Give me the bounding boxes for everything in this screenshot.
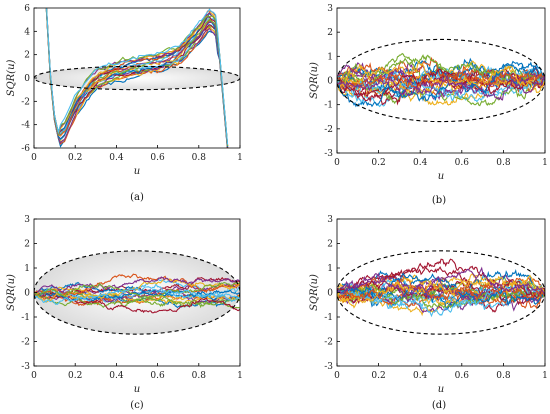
- x-axis-label: u: [438, 171, 444, 182]
- y-tick-label: -2: [324, 338, 333, 348]
- y-tick-label: -2: [21, 97, 30, 107]
- y-tick-label: -3: [324, 149, 333, 159]
- series-line-21: [337, 68, 545, 103]
- series-line-20: [34, 283, 240, 306]
- y-tick-label: -6: [21, 144, 30, 154]
- y-tick-label: 0: [327, 289, 333, 299]
- y-tick-label: 1: [24, 264, 30, 274]
- series-line-14: [337, 280, 545, 306]
- chart-panel-1: 0 0.2 0.4 0.6 0.8 1 -6 -4 -2 0 2 4 6 u SQR(u) (a): [6, 4, 243, 203]
- x-tick-label: 0.6: [150, 371, 165, 381]
- x-axis-label: u: [134, 166, 140, 177]
- y-tick-label: 3: [327, 215, 333, 225]
- chart-panel-3: 0 0.2 0.4 0.6 0.8 1 -3 -2 -1 0 1 2 3 u SQR(u) (c): [6, 215, 243, 411]
- y-axis-label: SQR(u): [309, 274, 320, 311]
- series-line-20: [46, 8, 229, 145]
- y-tick-label: -1: [324, 101, 333, 111]
- y-tick-label: 4: [24, 27, 30, 37]
- y-tick-label: 1: [327, 52, 333, 62]
- x-tick-label: 0.2: [371, 371, 385, 381]
- y-tick-label: -1: [324, 313, 333, 323]
- series-line-22: [337, 63, 545, 108]
- y-tick-label: -4: [21, 121, 30, 131]
- x-tick-label: 1: [237, 153, 243, 163]
- x-tick-label: 0.8: [192, 153, 207, 163]
- series-group: [45, 8, 229, 148]
- ellipse-outline: [337, 250, 545, 335]
- series-line-17: [337, 64, 545, 97]
- series-line-21: [337, 258, 545, 299]
- y-tick-label: 2: [327, 28, 333, 38]
- panel-caption: (b): [432, 195, 446, 206]
- y-tick-label: -1: [21, 313, 30, 323]
- series-line-19: [337, 283, 545, 309]
- x-tick-label: 1: [237, 371, 243, 381]
- x-tick-label: 0.8: [192, 371, 207, 381]
- y-tick-label: -2: [21, 338, 30, 348]
- series-line-18: [34, 276, 240, 296]
- y-tick-label: 0: [327, 77, 333, 87]
- chart-panel-4: 0 0.2 0.4 0.6 0.8 1 -3 -2 -1 0 1 2 3 u SQR(u) (d): [309, 215, 548, 411]
- x-tick-label: 0.8: [496, 371, 511, 381]
- x-tick-label: 0.8: [496, 158, 511, 168]
- series-line-15: [337, 268, 545, 311]
- y-tick-label: -3: [324, 362, 333, 372]
- x-tick-label: 0.4: [109, 371, 124, 381]
- series-line-24: [337, 61, 545, 94]
- series-line-8: [34, 281, 240, 301]
- series-group: [337, 258, 545, 318]
- series-line-15: [45, 8, 229, 147]
- y-axis-label: SQR(u): [6, 59, 17, 96]
- y-axis-label: SQR(u): [309, 62, 320, 99]
- x-tick-label: 0.2: [68, 153, 82, 163]
- x-tick-label: 0: [31, 371, 37, 381]
- x-axis-label: u: [438, 384, 444, 395]
- chart-panel-2: 0 0.2 0.4 0.6 0.8 1 -3 -2 -1 0 1 2 3 u SQR(u) (b): [309, 4, 548, 206]
- ellipse-fill: [34, 66, 240, 90]
- y-axis-label: SQR(u): [6, 274, 17, 311]
- series-line-23: [337, 71, 545, 92]
- y-tick-label: 2: [327, 240, 333, 250]
- x-tick-label: 0: [31, 153, 37, 163]
- x-tick-label: 0.4: [109, 153, 124, 163]
- y-tick-label: 2: [24, 51, 30, 61]
- y-tick-label: 0: [24, 289, 30, 299]
- x-tick-label: 0.4: [413, 158, 428, 168]
- y-tick-label: 0: [24, 74, 30, 84]
- panel-caption: (d): [432, 400, 446, 411]
- series-line-25: [337, 266, 545, 303]
- series-line-23: [337, 281, 545, 302]
- x-tick-label: 0: [334, 371, 340, 381]
- x-tick-label: 0.2: [371, 158, 385, 168]
- series-line-25: [337, 74, 545, 101]
- x-axis-label: u: [134, 384, 140, 395]
- y-tick-label: -3: [21, 362, 30, 372]
- y-tick-label: 3: [24, 215, 30, 225]
- panel-caption: (a): [130, 192, 144, 203]
- x-tick-label: 0.6: [455, 158, 470, 168]
- series-line-12: [34, 295, 240, 309]
- series-line-18: [337, 64, 545, 97]
- series-line-7: [45, 8, 229, 148]
- y-tick-label: 6: [24, 4, 30, 14]
- panel-caption: (c): [130, 400, 144, 411]
- x-tick-label: 0.6: [150, 153, 165, 163]
- y-tick-label: 1: [327, 264, 333, 274]
- y-tick-label: -2: [324, 125, 333, 135]
- series-group: [34, 273, 240, 314]
- ellipse-outline: [337, 38, 545, 123]
- y-tick-label: 3: [327, 4, 333, 14]
- x-tick-label: 1: [542, 158, 548, 168]
- x-tick-label: 0.4: [413, 371, 428, 381]
- series-line-19: [34, 281, 240, 299]
- x-tick-label: 0.6: [455, 371, 470, 381]
- x-tick-label: 0.2: [68, 371, 82, 381]
- series-group: [337, 52, 545, 108]
- y-tick-label: 2: [24, 240, 30, 250]
- series-line-22: [337, 272, 545, 307]
- x-tick-label: 1: [542, 371, 548, 381]
- x-tick-label: 0: [334, 158, 340, 168]
